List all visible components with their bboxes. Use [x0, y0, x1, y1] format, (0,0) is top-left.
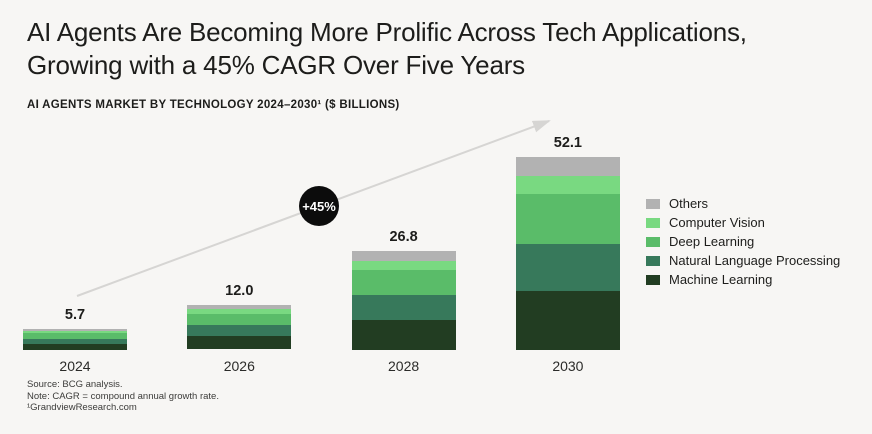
- segment-others-2030: [515, 157, 620, 177]
- segment-computer-vision-2024: [23, 331, 127, 334]
- bar-total-label-2024: 5.7: [64, 307, 86, 323]
- segment-machine-learning-2026: [187, 336, 292, 350]
- segment-deep-learning-2024: [23, 333, 127, 339]
- segment-machine-learning-2024: [23, 343, 127, 350]
- footer-note: Note: CAGR = compound annual growth rate…: [27, 390, 219, 402]
- bar-group-2026: 12.0 2026: [187, 283, 292, 374]
- segment-deep-learning-2030: [515, 194, 620, 244]
- legend-label: Natural Language Processing: [669, 253, 841, 268]
- segment-deep-learning-2026: [187, 313, 292, 326]
- chart-subtitle: AI AGENTS MARKET BY TECHNOLOGY 2024–2030…: [27, 99, 400, 111]
- bar-total-label-2026: 12.0: [225, 283, 254, 299]
- legend-item-others: Others: [646, 194, 840, 213]
- segment-computer-vision-2028: [351, 260, 456, 271]
- page-title-line2: Growing with a 45% CAGR Over Five Years: [27, 50, 525, 80]
- x-axis-label-2026: 2026: [223, 358, 255, 374]
- segment-others-2024: [23, 329, 127, 332]
- segment-others-2026: [187, 305, 292, 310]
- bar-group-2028: 26.8 2028: [351, 229, 456, 374]
- legend: Others Computer Vision Deep Learning Natura…: [646, 194, 840, 289]
- legend-item-machine-learning: Machine Learning: [646, 270, 840, 289]
- segment-computer-vision-2026: [187, 309, 292, 314]
- bar-stack-2030: [515, 157, 620, 350]
- bar-total-label-2030: 52.1: [553, 135, 582, 151]
- segment-others-2028: [351, 251, 456, 261]
- segment-natural-language-processing-2024: [23, 338, 127, 344]
- segment-natural-language-processing-2026: [187, 325, 292, 337]
- legend-label: Others: [669, 196, 709, 211]
- page-title: AI Agents Are Becoming More Prolific Acr…: [27, 16, 827, 82]
- bar-group-2030: 52.1 2030: [515, 135, 620, 374]
- x-axis-label-2024: 2024: [59, 358, 91, 374]
- segment-computer-vision-2030: [515, 176, 620, 195]
- segment-deep-learning-2028: [351, 270, 456, 296]
- footer: Source: BCG analysis. Note: CAGR = compo…: [27, 379, 219, 414]
- x-axis-label-2028: 2028: [388, 358, 420, 374]
- bar-total-label-2028: 26.8: [389, 229, 418, 245]
- legend-label: Machine Learning: [669, 272, 773, 287]
- legend-item-computer-vision: Computer Vision: [646, 213, 840, 232]
- cagr-badge-label: +45%: [302, 198, 336, 214]
- cagr-badge: +45%: [299, 186, 339, 226]
- bar-stack-2026: [187, 305, 292, 350]
- legend-swatch-icon: [646, 255, 660, 266]
- legend-swatch-icon: [646, 198, 660, 209]
- bar-group-2024: 5.7 2024: [23, 307, 127, 374]
- segment-natural-language-processing-2028: [351, 295, 456, 320]
- bar-stack-2028: [351, 251, 456, 350]
- legend-item-deep-learning: Deep Learning: [646, 232, 840, 251]
- footer-reference: ¹GrandviewResearch.com: [27, 402, 137, 413]
- bar-stack-2024: [23, 329, 127, 350]
- legend-swatch-icon: [646, 217, 660, 228]
- legend-label: Computer Vision: [669, 215, 765, 230]
- segment-natural-language-processing-2030: [515, 243, 620, 292]
- segment-machine-learning-2028: [351, 319, 456, 350]
- legend-item-natural-language-processing: Natural Language Processing: [646, 251, 840, 270]
- footer-source: Source: BCG analysis.: [27, 379, 123, 390]
- legend-label: Deep Learning: [669, 234, 755, 249]
- legend-swatch-icon: [646, 274, 660, 285]
- page-title-line1: AI Agents Are Becoming More Prolific Acr…: [27, 17, 747, 47]
- segment-machine-learning-2030: [515, 291, 620, 350]
- legend-swatch-icon: [646, 236, 660, 247]
- x-axis-label-2030: 2030: [552, 358, 584, 374]
